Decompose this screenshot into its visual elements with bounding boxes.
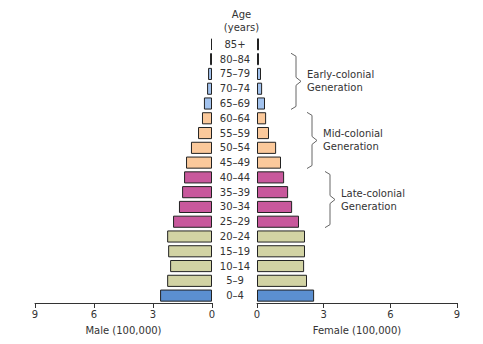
svg-text:Late-colonial: Late-colonial (341, 188, 405, 199)
svg-text:(years): (years) (224, 22, 259, 33)
svg-text:0: 0 (209, 309, 215, 320)
svg-text:6: 6 (387, 309, 393, 320)
svg-text:Generation: Generation (307, 82, 363, 93)
svg-text:Generation: Generation (341, 201, 397, 212)
svg-text:35–39: 35–39 (220, 187, 250, 198)
svg-text:10–14: 10–14 (220, 261, 250, 272)
svg-text:5–9: 5–9 (226, 275, 244, 286)
svg-text:40–44: 40–44 (220, 172, 250, 183)
svg-text:Early-colonial: Early-colonial (307, 69, 374, 80)
svg-text:20–24: 20–24 (220, 231, 250, 242)
svg-text:65–69: 65–69 (220, 98, 250, 109)
svg-text:3: 3 (320, 309, 326, 320)
svg-text:9: 9 (454, 309, 460, 320)
svg-text:55–59: 55–59 (220, 128, 250, 139)
svg-text:6: 6 (91, 309, 97, 320)
svg-text:25–29: 25–29 (220, 216, 250, 227)
svg-text:9: 9 (32, 309, 38, 320)
svg-text:45–49: 45–49 (220, 157, 250, 168)
svg-text:30–34: 30–34 (220, 201, 250, 212)
svg-text:Age: Age (232, 9, 251, 20)
svg-text:80–84: 80–84 (220, 54, 250, 65)
svg-text:85+: 85+ (224, 39, 245, 50)
svg-text:Male (100,000): Male (100,000) (85, 325, 161, 336)
svg-text:75–79: 75–79 (220, 68, 250, 79)
svg-text:50–54: 50–54 (220, 142, 250, 153)
svg-text:15–19: 15–19 (220, 246, 250, 257)
svg-text:Mid-colonial: Mid-colonial (323, 128, 383, 139)
svg-text:70–74: 70–74 (220, 83, 250, 94)
svg-text:0: 0 (254, 309, 260, 320)
svg-text:Female (100,000): Female (100,000) (313, 325, 402, 336)
svg-text:60–64: 60–64 (220, 113, 250, 124)
svg-text:0–4: 0–4 (226, 290, 244, 301)
svg-text:Generation: Generation (323, 141, 379, 152)
svg-text:3: 3 (150, 309, 156, 320)
